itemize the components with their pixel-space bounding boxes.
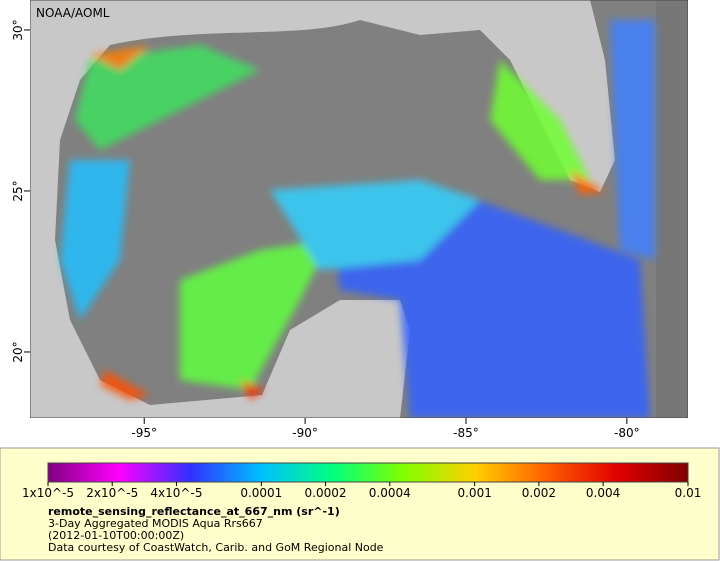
y-tick-label: 25°: [11, 180, 25, 201]
no-data-strip: [656, 0, 688, 418]
colorbar-ramp: [47, 462, 689, 483]
colorbar-tick-label: 0.0004: [369, 486, 411, 500]
reflectance-field: [60, 20, 655, 418]
colorbar-tick-label: 0.01: [675, 486, 702, 500]
x-tick-label: -85°: [453, 426, 479, 440]
colorbar-tick-label: 0.0001: [240, 486, 282, 500]
colorbar-tick-label: 0.001: [457, 486, 491, 500]
map-area: [30, 0, 688, 418]
legend-title: remote_sensing_reflectance_at_667_nm (sr…: [48, 505, 340, 518]
axes: -95° -90° -85° -80° 30° 25° 20°: [11, 19, 640, 440]
credit: NOAA/AOML: [36, 6, 110, 20]
legend-line: Data courtesy of CoastWatch, Carib. and …: [48, 541, 384, 554]
colorbar: 1x10^-5 2x10^-5 4x10^-5 0.0001 0.0002 0.0004 0…: [22, 462, 702, 500]
colorbar-tick-label: 4x10^-5: [150, 486, 202, 500]
x-tick-label: -95°: [131, 426, 157, 440]
y-tick-label: 20°: [11, 341, 25, 362]
colorbar-tick-label: 0.0002: [305, 486, 347, 500]
colorbar-tick-label: 1x10^-5: [22, 486, 74, 500]
y-tick-label: 30°: [11, 19, 25, 40]
legend-line: (2012-01-10T00:00:00Z): [48, 529, 184, 542]
legend-line: 3-Day Aggregated MODIS Aqua Rrs667: [48, 517, 263, 530]
x-tick-label: -80°: [614, 426, 640, 440]
x-tick-label: -90°: [292, 426, 318, 440]
colorbar-tick-label: 0.004: [586, 486, 620, 500]
colorbar-tick-label: 2x10^-5: [86, 486, 138, 500]
colorbar-tick-label: 0.002: [522, 486, 556, 500]
